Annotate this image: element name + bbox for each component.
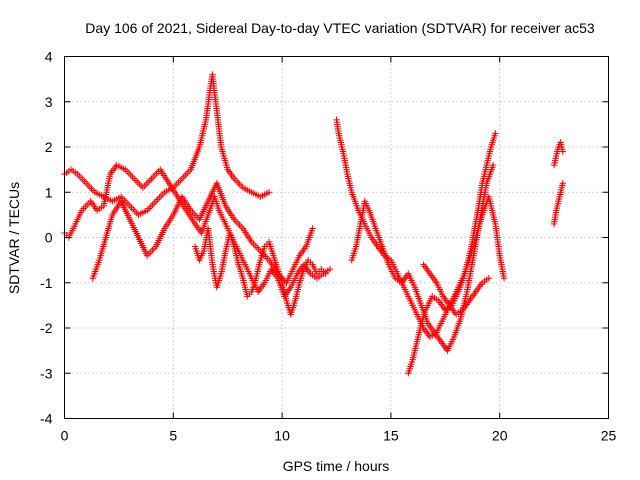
y-tick-label: 2 — [45, 139, 53, 155]
y-tick-label: 1 — [45, 184, 53, 200]
x-tick-label: 10 — [274, 428, 290, 444]
y-tick-label: 0 — [45, 230, 53, 246]
x-tick-label: 15 — [383, 428, 399, 444]
data-point — [326, 265, 334, 273]
y-tick-label: -1 — [40, 275, 53, 291]
data-point — [489, 161, 497, 169]
chart-title: Day 106 of 2021, Sidereal Day-to-day VTE… — [85, 20, 595, 36]
series-track-g — [405, 130, 499, 377]
x-tick-label: 5 — [169, 428, 177, 444]
series-track-b — [61, 161, 334, 300]
series-track-j — [550, 180, 567, 228]
x-tick-label: 0 — [61, 428, 69, 444]
series-track-i — [550, 139, 567, 169]
data-point — [500, 275, 508, 282]
y-tick-label: -4 — [40, 411, 53, 427]
x-tick-label: 20 — [492, 428, 508, 444]
y-tick-label: -3 — [40, 365, 53, 381]
data-point — [265, 189, 273, 196]
y-tick-label: 4 — [45, 49, 53, 65]
x-axis-label: GPS time / hours — [283, 458, 390, 474]
data-point — [492, 130, 499, 137]
data-point — [485, 275, 493, 282]
data-point — [309, 225, 316, 232]
data-point — [322, 270, 329, 277]
series-track-h — [420, 261, 493, 318]
data-point — [559, 148, 567, 155]
series-track-c — [89, 180, 316, 286]
data-point — [559, 180, 567, 187]
x-tick-label: 25 — [601, 428, 617, 444]
y-axis-label: SDTVAR / TECUs — [6, 182, 22, 294]
series-track-a — [61, 71, 273, 219]
series-track-d — [191, 225, 329, 318]
y-tick-label: -2 — [40, 320, 53, 336]
y-tick-label: 3 — [45, 94, 53, 110]
